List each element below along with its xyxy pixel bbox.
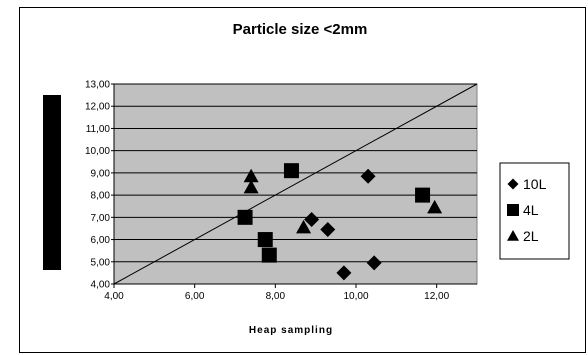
data-point-2L: [243, 179, 259, 194]
data-point-4L: [237, 209, 253, 225]
y-tick-label: 6,00: [91, 235, 111, 246]
x-axis-label: Heap sampling: [249, 325, 333, 336]
x-tick-label: 8,00: [266, 291, 286, 302]
data-point-2L: [296, 219, 312, 234]
x-tick-label: 6,00: [185, 291, 205, 302]
legend-label-10L: 10L: [523, 176, 547, 192]
data-point-10L: [360, 168, 376, 184]
data-point-4L: [261, 247, 277, 263]
chart-title: Particle size <2mm: [233, 21, 368, 38]
data-point-2L: [243, 168, 259, 183]
data-point-4L: [283, 163, 299, 179]
legend-marker-10L: [507, 178, 519, 190]
y-tick-label: 10,00: [85, 146, 110, 157]
data-point-10L: [336, 265, 352, 281]
y-tick-label: 5,00: [91, 257, 111, 268]
y-tick-label: 7,00: [91, 213, 111, 224]
legend: 10L 4L 2L: [499, 162, 570, 260]
legend-marker-2L: [507, 230, 519, 241]
y-tick-label: 12,00: [85, 102, 110, 113]
data-point-10L: [304, 212, 320, 228]
data-point-10L: [320, 222, 336, 238]
data-point-2L: [427, 199, 443, 214]
y-tick-label: 13,00: [85, 80, 110, 91]
x-tick-label: 4,00: [104, 291, 124, 302]
legend-label-4L: 4L: [523, 202, 539, 218]
y-tick-label: 11,00: [86, 124, 111, 135]
data-point-10L: [366, 255, 382, 271]
data-point-4L: [415, 187, 431, 203]
x-tick-label: 12,00: [424, 291, 449, 302]
y-tick-label: 8,00: [91, 191, 111, 202]
y-axis-label-box: [43, 95, 61, 270]
data-point-4L: [257, 232, 273, 248]
x-tick-label: 10,00: [343, 291, 368, 302]
reference-line: [113, 83, 478, 285]
y-tick-label: 9,00: [91, 168, 111, 179]
legend-marker-4L: [507, 204, 519, 216]
legend-label-2L: 2L: [523, 228, 539, 244]
y-tick-label: 4,00: [91, 280, 111, 291]
